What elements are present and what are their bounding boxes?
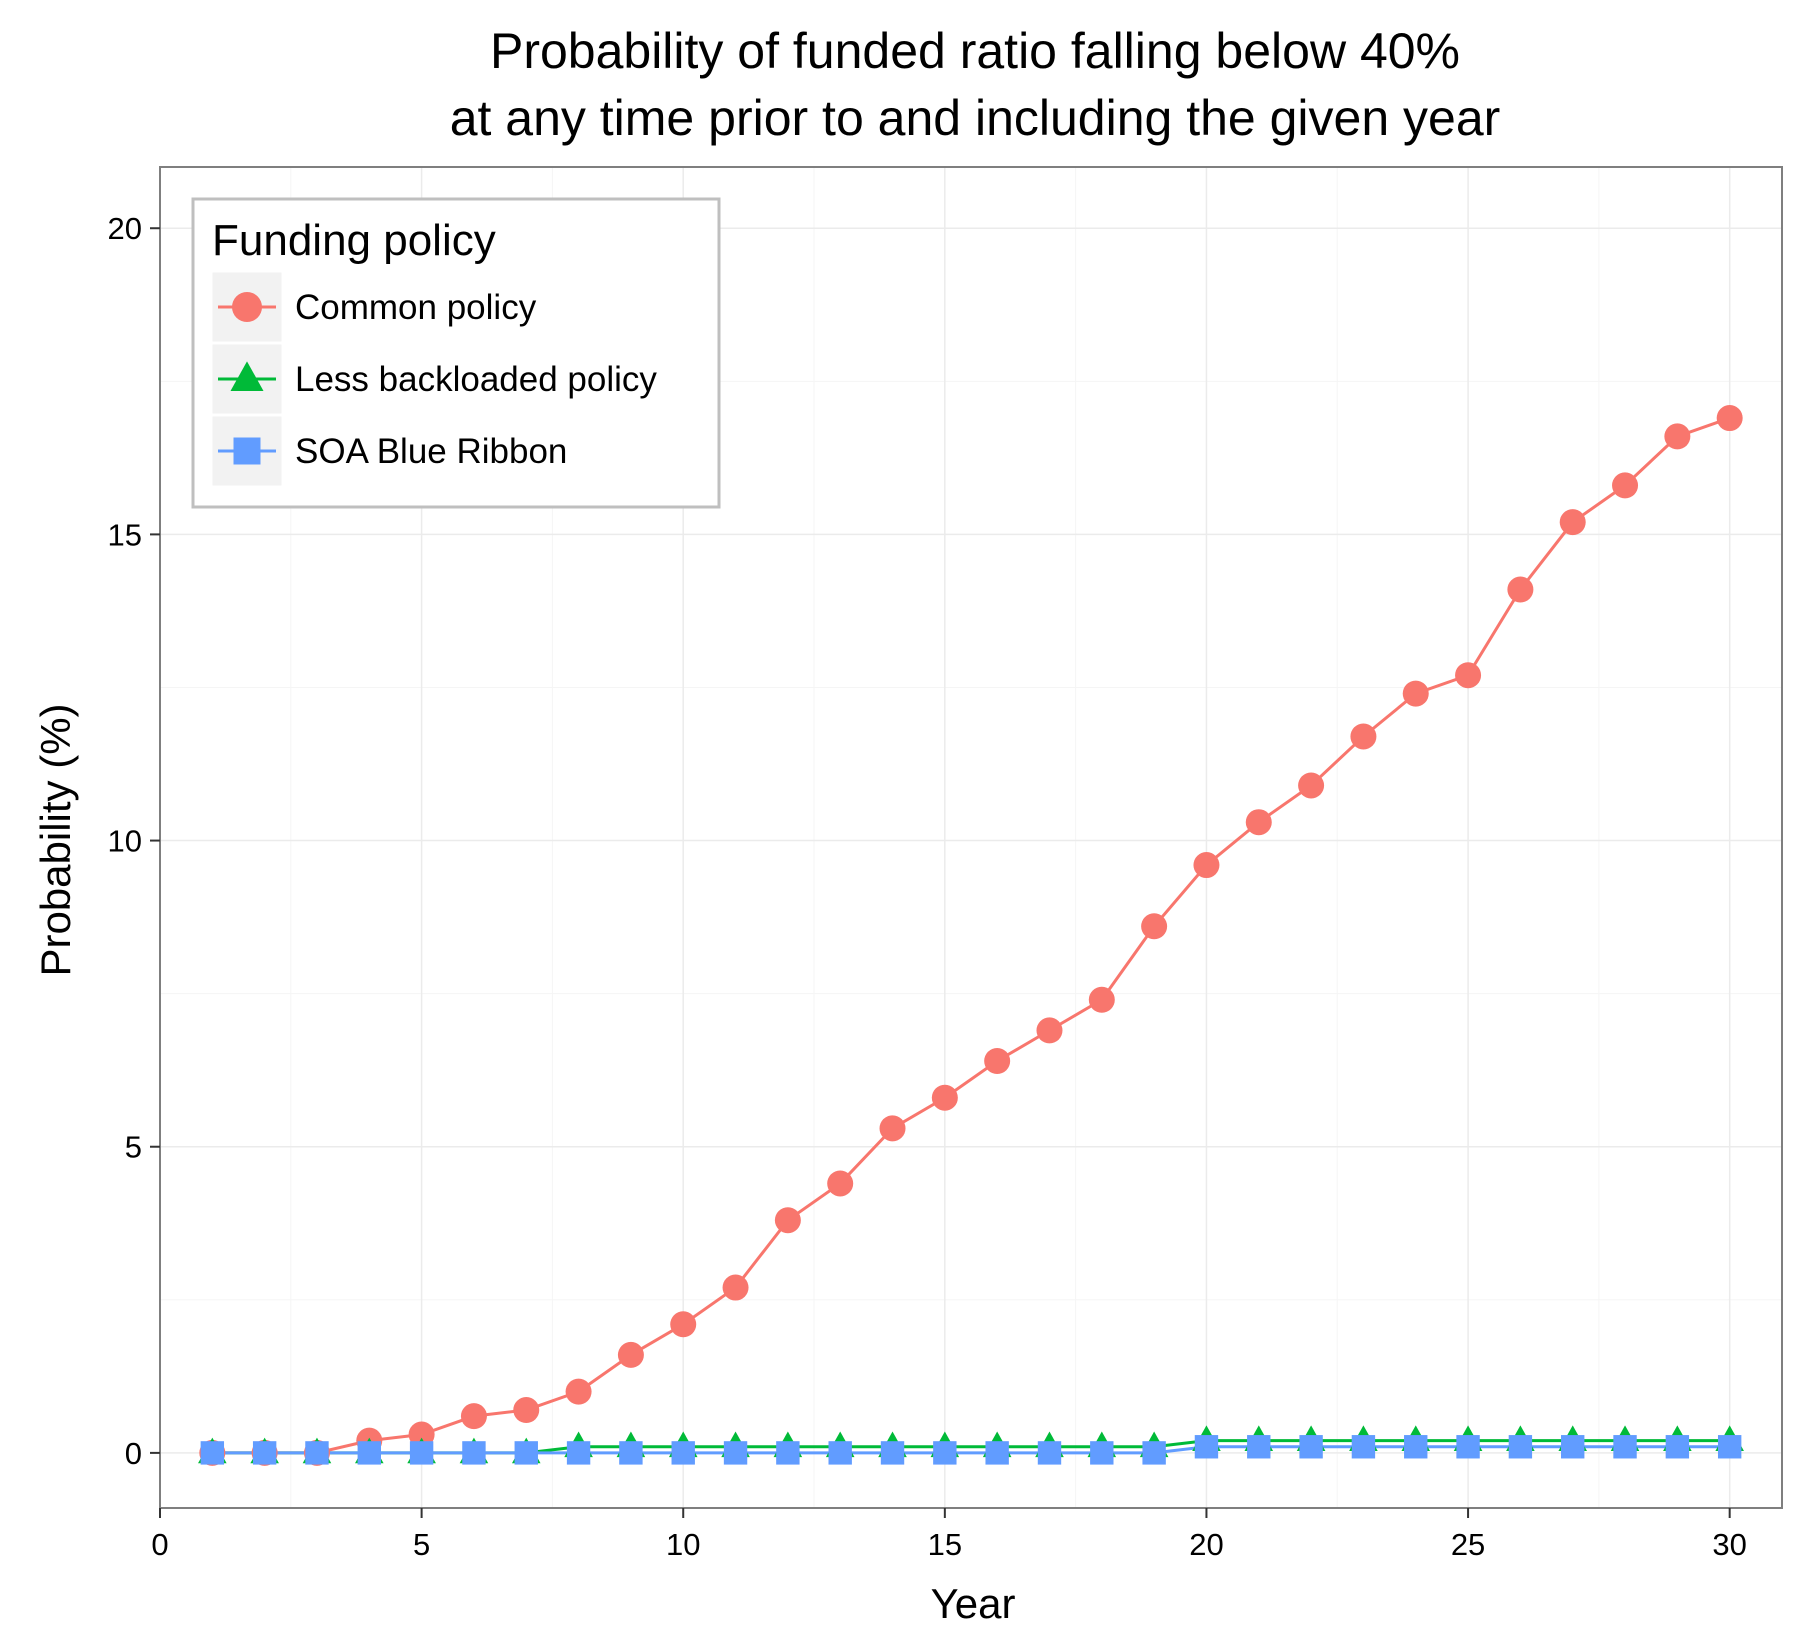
x-tick-label: 0 bbox=[151, 1527, 168, 1562]
data-point-series-1 bbox=[1141, 913, 1168, 940]
data-point-series-1 bbox=[774, 1207, 801, 1234]
y-tick-label: 20 bbox=[108, 211, 142, 246]
data-point-series-3 bbox=[1299, 1435, 1323, 1459]
y-tick-label: 5 bbox=[125, 1130, 142, 1165]
data-point-series-3 bbox=[1717, 1435, 1742, 1459]
data-point-series-1 bbox=[1455, 662, 1482, 689]
x-tick-label: 15 bbox=[928, 1527, 962, 1562]
legend-key-marker bbox=[232, 292, 262, 322]
data-point-series-1 bbox=[827, 1170, 854, 1197]
chart-title-line2: at any time prior to and including the g… bbox=[450, 90, 1501, 146]
y-tick-label: 10 bbox=[108, 824, 142, 859]
x-tick-label: 25 bbox=[1451, 1527, 1485, 1562]
legend-label: SOA Blue Ribbon bbox=[295, 432, 567, 471]
data-point-series-1 bbox=[1298, 772, 1325, 799]
data-point-series-3 bbox=[1090, 1441, 1114, 1465]
data-point-series-1 bbox=[1350, 723, 1377, 750]
data-point-series-3 bbox=[1508, 1435, 1533, 1459]
data-point-series-1 bbox=[670, 1311, 697, 1338]
data-point-series-1 bbox=[1245, 809, 1272, 836]
data-point-series-1 bbox=[984, 1048, 1011, 1074]
data-point-series-1 bbox=[1036, 1017, 1063, 1044]
data-point-series-1 bbox=[1193, 852, 1220, 879]
data-point-series-3 bbox=[1037, 1441, 1062, 1465]
x-tick-label: 20 bbox=[1189, 1527, 1223, 1562]
legend-label: Common policy bbox=[295, 288, 537, 327]
data-point-series-3 bbox=[1351, 1435, 1376, 1459]
x-tick-label: 30 bbox=[1712, 1527, 1746, 1562]
legend-items: Common policy Less backloaded policy SOA B… bbox=[211, 271, 657, 487]
data-point-series-3 bbox=[1142, 1441, 1166, 1465]
data-point-series-3 bbox=[1404, 1435, 1428, 1459]
data-point-series-1 bbox=[408, 1421, 435, 1448]
data-point-series-3 bbox=[1247, 1435, 1271, 1459]
data-point-series-3 bbox=[357, 1441, 381, 1465]
data-point-series-1 bbox=[1507, 576, 1534, 603]
data-point-series-1 bbox=[617, 1341, 644, 1368]
data-point-series-3 bbox=[200, 1441, 225, 1465]
legend-title: Funding policy bbox=[212, 216, 496, 265]
data-point-series-1 bbox=[722, 1274, 749, 1301]
data-point-series-3 bbox=[619, 1441, 643, 1465]
data-point-series-3 bbox=[933, 1441, 957, 1465]
y-tick-label: 15 bbox=[108, 517, 142, 552]
chart-title-line1: Probability of funded ratio falling belo… bbox=[490, 23, 1460, 79]
data-point-series-3 bbox=[462, 1441, 486, 1465]
data-point-series-3 bbox=[566, 1441, 591, 1465]
data-point-series-3 bbox=[252, 1441, 277, 1465]
data-point-series-3 bbox=[1194, 1435, 1219, 1459]
x-axis-title: Year bbox=[931, 1580, 1016, 1627]
data-point-series-3 bbox=[671, 1441, 695, 1465]
data-point-series-3 bbox=[828, 1441, 852, 1465]
data-point-series-3 bbox=[723, 1441, 748, 1465]
data-point-series-3 bbox=[1456, 1435, 1480, 1459]
x-tick-label: 10 bbox=[666, 1527, 700, 1562]
legend: Funding policy Common policy Less backloa… bbox=[191, 197, 721, 509]
data-point-series-3 bbox=[305, 1441, 329, 1465]
data-point-series-1 bbox=[565, 1378, 592, 1405]
data-point-series-1 bbox=[460, 1403, 487, 1430]
data-point-series-3 bbox=[1561, 1435, 1585, 1459]
data-point-series-3 bbox=[776, 1441, 800, 1465]
data-point-series-1 bbox=[513, 1397, 540, 1424]
axes: 0 5 10 15 20 25 30 0 5 10 15 20 bbox=[108, 211, 1747, 1562]
data-point-series-3 bbox=[985, 1441, 1009, 1465]
series-layer bbox=[198, 405, 1744, 1466]
legend-key-marker bbox=[233, 437, 261, 465]
series-line-1 bbox=[212, 416, 1731, 1455]
data-point-series-1 bbox=[1402, 680, 1429, 707]
data-point-series-3 bbox=[409, 1441, 434, 1465]
data-point-series-1 bbox=[1664, 423, 1691, 450]
data-point-series-3 bbox=[1613, 1435, 1637, 1459]
data-point-series-3 bbox=[880, 1441, 905, 1465]
y-tick-label: 0 bbox=[125, 1436, 142, 1471]
y-axis-title: Probability (%) bbox=[32, 703, 79, 976]
legend-label: Less backloaded policy bbox=[295, 360, 657, 399]
data-point-series-1 bbox=[879, 1115, 906, 1142]
data-point-series-3 bbox=[1665, 1435, 1690, 1459]
x-tick-label: 5 bbox=[413, 1527, 430, 1562]
data-point-series-3 bbox=[514, 1441, 538, 1465]
data-point-series-1 bbox=[1612, 472, 1639, 499]
data-point-series-1 bbox=[931, 1084, 958, 1111]
data-point-series-1 bbox=[1088, 986, 1115, 1013]
legend-key-marker bbox=[230, 361, 264, 391]
plot-panel-border bbox=[159, 166, 1783, 1509]
data-point-series-1 bbox=[1559, 509, 1586, 536]
data-point-series-1 bbox=[1716, 405, 1743, 432]
